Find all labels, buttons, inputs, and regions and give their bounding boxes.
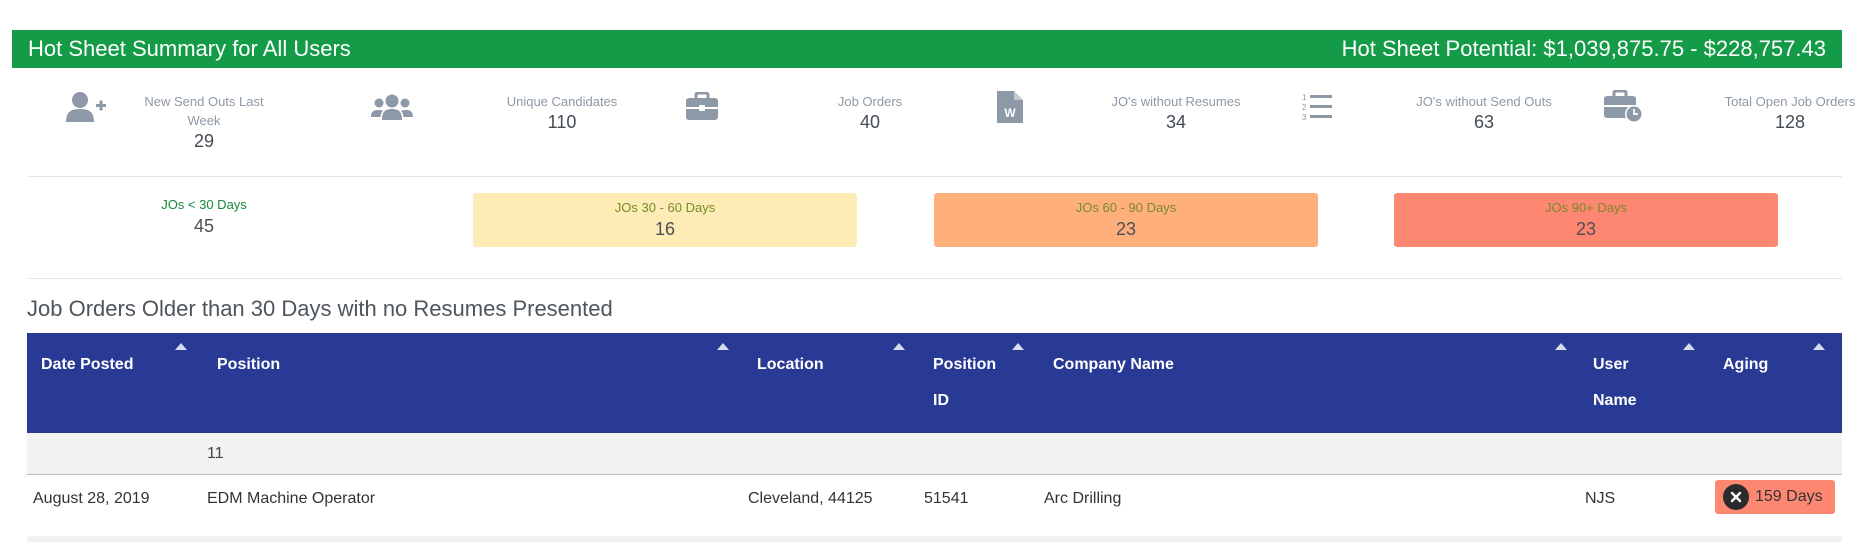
stat-jos-without-send-outs: JO's without Send Outs 63 [1414, 92, 1554, 133]
user-plus-icon [64, 90, 108, 124]
stat-label: Job Orders [837, 94, 903, 109]
table-row[interactable] [27, 536, 1842, 542]
column-label: Company Name [1053, 356, 1174, 373]
bucket-60-90-days[interactable]: JOs 60 - 90 Days 23 [934, 193, 1318, 247]
cell-date-posted: August 28, 2019 [33, 490, 150, 507]
bucket-label: JOs < 30 Days [161, 197, 247, 212]
sort-arrow-icon[interactable] [717, 343, 729, 350]
column-header-user-name[interactable]: User Name [1593, 347, 1637, 419]
divider [28, 176, 1842, 177]
bucket-value: 45 [193, 216, 215, 236]
cell-location: Cleveland, 44125 [748, 490, 873, 507]
bucket-30-60-days[interactable]: JOs 30 - 60 Days 16 [473, 193, 857, 247]
stat-label: Total Open Job Orders [1724, 94, 1856, 109]
bucket-label: JOs 90+ Days [1544, 200, 1627, 215]
sort-arrow-icon[interactable] [175, 343, 187, 350]
word-document-icon: W [988, 90, 1032, 124]
stat-label: Unique Candidates [506, 94, 618, 109]
hot-sheet-header: Hot Sheet Summary for All Users Hot Shee… [12, 30, 1842, 68]
cell-company-name[interactable]: Arc Drilling [1044, 490, 1122, 507]
stat-value: 63 [1473, 112, 1495, 132]
svg-text:W: W [1004, 106, 1016, 120]
column-header-position-id[interactable]: Position ID [933, 347, 996, 419]
cell-user-name: NJS [1585, 490, 1616, 507]
column-header-position[interactable]: Position [217, 347, 280, 383]
sort-arrow-icon[interactable] [1555, 343, 1567, 350]
page-title: Hot Sheet Summary for All Users [28, 36, 351, 61]
svg-text:1: 1 [1302, 93, 1307, 102]
stat-label: JO's without Resumes [1111, 94, 1241, 109]
stat-value: 110 [547, 112, 577, 132]
cell-position-id: 51541 [924, 490, 969, 507]
bucket-label: JOs 30 - 60 Days [614, 200, 716, 215]
briefcase-clock-icon [1602, 90, 1646, 124]
column-label: Location [757, 356, 824, 373]
bucket-under-30-days[interactable]: JOs < 30 Days 45 [12, 190, 396, 244]
column-header-location[interactable]: Location [757, 347, 824, 383]
stat-job-orders: Job Orders 40 [800, 92, 940, 133]
sort-arrow-icon[interactable] [1683, 343, 1695, 350]
numbered-list-icon: 1 2 3 [1294, 90, 1338, 124]
column-label: Aging [1723, 356, 1769, 373]
column-label-line2: Name [1593, 392, 1637, 409]
section-title: Job Orders Older than 30 Days with no Re… [27, 296, 613, 321]
hot-sheet-potential: Hot Sheet Potential: $1,039,875.75 - $22… [1341, 36, 1826, 61]
stat-value: 34 [1165, 112, 1187, 132]
bucket-label: JOs 60 - 90 Days [1075, 200, 1177, 215]
sort-arrow-icon[interactable] [1012, 343, 1024, 350]
cell-position[interactable]: EDM Machine Operator [207, 490, 376, 507]
stats-row: New Send Outs Last Week 29 Unique Candid… [12, 84, 1855, 164]
table-header: Date Posted Position Location Position I… [27, 333, 1842, 433]
bucket-value: 16 [654, 219, 676, 239]
svg-text:2: 2 [1302, 103, 1307, 112]
aging-value: 159 Days [1755, 488, 1823, 505]
close-circle-icon[interactable] [1723, 484, 1749, 510]
column-header-company-name[interactable]: Company Name [1053, 347, 1174, 383]
table-row[interactable]: August 28, 2019 EDM Machine Operator Cle… [27, 476, 1842, 536]
column-header-aging[interactable]: Aging [1723, 347, 1768, 383]
group-row: 11 [27, 433, 1842, 475]
sort-arrow-icon[interactable] [893, 343, 905, 350]
stat-value: 40 [859, 112, 881, 132]
column-label: Date Posted [41, 356, 134, 373]
column-label: Position [217, 356, 281, 373]
column-label-line2: ID [933, 392, 949, 409]
stat-unique-candidates: Unique Candidates 110 [492, 92, 632, 133]
stat-jos-without-resumes: JO's without Resumes 34 [1106, 92, 1246, 133]
sort-arrow-icon[interactable] [1813, 343, 1825, 350]
aging-badge[interactable]: 159 Days [1715, 480, 1835, 514]
stat-label: New Send Outs Last Week [144, 94, 264, 128]
users-icon [370, 90, 414, 124]
stat-new-send-outs: New Send Outs Last Week 29 [134, 92, 274, 152]
group-count: 11 [207, 445, 224, 462]
svg-text:3: 3 [1302, 113, 1307, 122]
bucket-90-plus-days[interactable]: JOs 90+ Days 23 [1394, 193, 1778, 247]
stat-value: 128 [1774, 112, 1806, 132]
column-label: Position [933, 356, 997, 373]
briefcase-icon [680, 90, 724, 124]
stat-label: JO's without Send Outs [1416, 94, 1552, 109]
column-label: User [1593, 356, 1629, 373]
bucket-value: 23 [1115, 219, 1137, 239]
stat-value: 29 [193, 131, 215, 151]
column-header-date-posted[interactable]: Date Posted [41, 347, 133, 383]
divider [28, 278, 1842, 279]
stat-total-open-job-orders: Total Open Job Orders 128 [1720, 92, 1860, 133]
bucket-value: 23 [1575, 219, 1597, 239]
